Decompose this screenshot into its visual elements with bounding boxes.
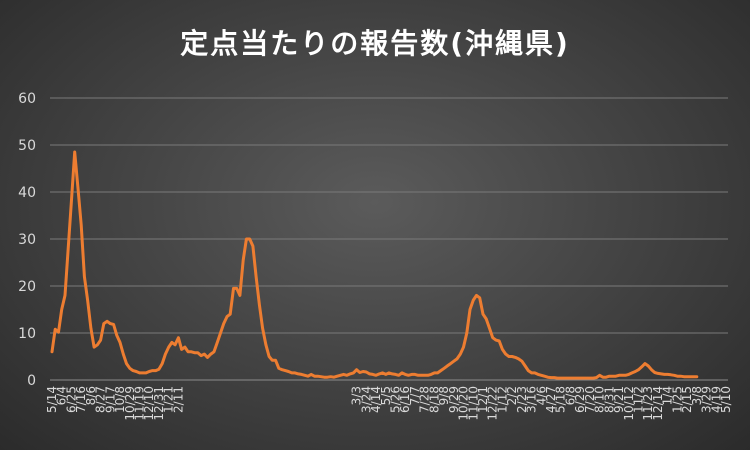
x-tick-label: 4/6 (534, 386, 548, 405)
y-tick-label: 30 (18, 232, 36, 248)
chart-title: 定点当たりの報告数(沖縄県) (180, 27, 570, 60)
x-tick-label: 8/6 (84, 386, 98, 405)
x-tick-label: 10/12 (622, 386, 636, 421)
x-tick-label: 3/8 (690, 386, 704, 405)
x-tick-label: 2/11 (171, 386, 185, 413)
x-tick-label: 12/10 (142, 386, 156, 421)
x-tick-label: 10/29 (123, 386, 137, 421)
x-tick-label: 8/18 (427, 386, 441, 413)
x-tick-label: 4/19 (709, 386, 723, 413)
x-tick-label: 5/26 (388, 386, 402, 413)
x-tick-label: 11/23 (641, 386, 655, 421)
x-tick-label: 6/16 (398, 386, 412, 413)
series-line (50, 150, 699, 380)
x-tick-label: 12/14 (651, 386, 665, 421)
x-tick-label: 7/7 (408, 386, 422, 405)
y-tick-label: 60 (18, 91, 36, 107)
x-tick-label: 9/17 (103, 386, 117, 413)
x-tick-label: 9/21 (612, 386, 626, 413)
x-tick-label: 1/12 (495, 386, 509, 413)
x-tick-label: 11/2 (632, 386, 646, 413)
x-tick-label: 10/8 (113, 386, 127, 413)
x-tick-label: 4/14 (369, 386, 383, 413)
x-tick-label: 1/4 (661, 386, 675, 405)
x-tick-label: 12/31 (152, 386, 166, 421)
x-tick-label: 7/20 (583, 386, 597, 413)
x-tick-label: 6/4 (55, 386, 69, 405)
x-tick-label: 12/1 (476, 386, 490, 413)
x-tick-label: 3/16 (525, 386, 539, 413)
x-tick-label: 1/21 (162, 386, 176, 413)
y-tick-label: 0 (27, 373, 36, 389)
x-tick-label: 8/31 (602, 386, 616, 413)
x-tick-label: 1/25 (670, 386, 684, 413)
x-tick-label: 3/29 (700, 386, 714, 413)
x-tick-label: 6/8 (563, 386, 577, 405)
x-tick-label: 6/29 (573, 386, 587, 413)
x-tick-label: 12/22 (486, 386, 500, 421)
x-tick-label: 8/27 (94, 386, 108, 413)
x-tick-label: 3/24 (359, 386, 373, 413)
x-tick-label: 2/15 (680, 386, 694, 413)
x-tick-label: 7/16 (74, 386, 88, 413)
x-tick-label: 11/19 (132, 386, 146, 421)
x-tick-label: 5/18 (554, 386, 568, 413)
x-tick-label: 9/8 (437, 386, 451, 405)
y-tick-label: 50 (18, 138, 36, 154)
x-tick-label: 2/23 (515, 386, 529, 413)
x-tick-label: 5/14 (45, 386, 59, 413)
x-tick-label: 5/5 (379, 386, 393, 405)
x-tick-label: 11/10 (466, 386, 480, 421)
x-tick-label: 8/10 (593, 386, 607, 413)
x-tick-label: 10/20 (457, 386, 471, 421)
y-tick-label: 20 (18, 279, 36, 295)
y-tick-label: 40 (18, 185, 36, 201)
x-tick-label: 9/29 (447, 386, 461, 413)
x-tick-label: 7/28 (418, 386, 432, 413)
x-tick-label: 2/2 (505, 386, 519, 405)
x-tick-label: 5/10 (719, 386, 733, 413)
x-tick-label: 4/27 (544, 386, 558, 413)
y-tick-label: 10 (18, 326, 36, 342)
x-tick-label: 6/25 (64, 386, 78, 413)
x-tick-label: 3/3 (350, 386, 364, 405)
